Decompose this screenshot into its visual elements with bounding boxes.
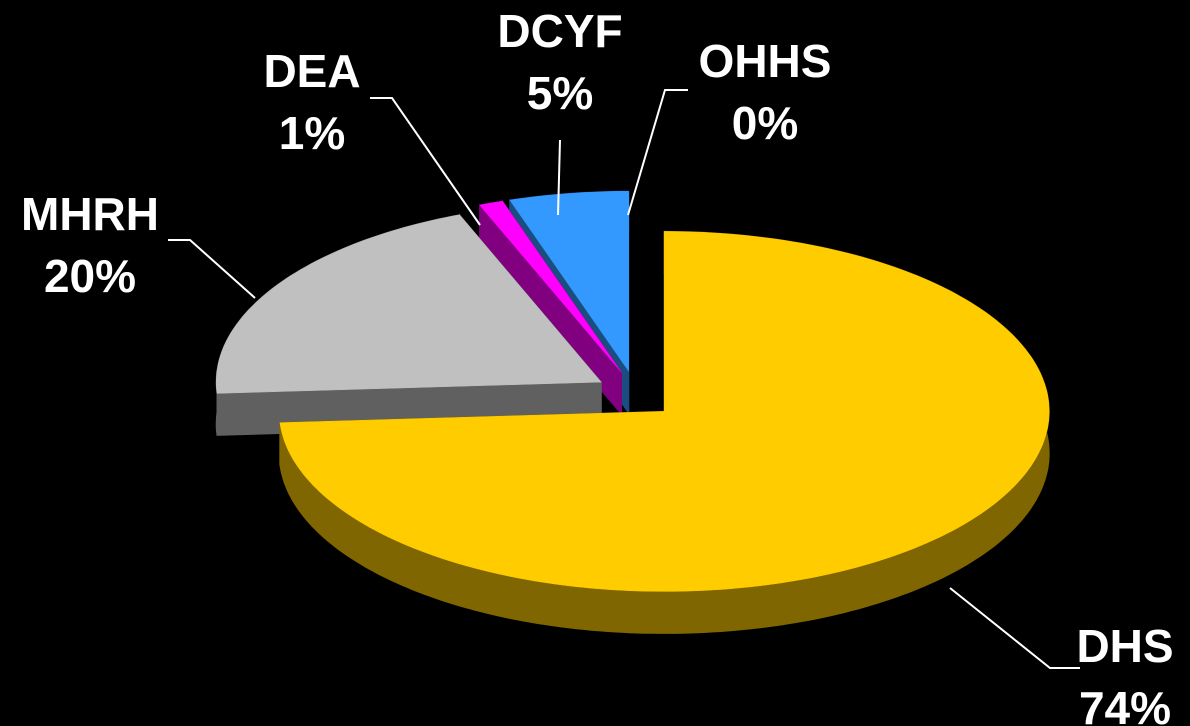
slice-value-label: 74% — [1079, 682, 1171, 726]
leader-line — [168, 239, 256, 299]
slice-label: DHS — [1076, 620, 1173, 672]
pie — [215, 190, 1050, 634]
slice-top — [479, 200, 622, 373]
leader-line — [627, 89, 688, 216]
slice-label: DCYF — [497, 5, 622, 57]
slice-top — [509, 191, 629, 373]
leader-line — [370, 97, 481, 226]
slice-top — [279, 231, 1050, 592]
slice-label: DEA — [263, 45, 360, 97]
labels: DHS 74% MHRH 20% DEA 1% DCYF 5% OHHS 0% — [21, 5, 1174, 726]
slice-label: MHRH — [21, 188, 159, 240]
slice-value-label: 20% — [44, 250, 136, 302]
slice-top — [215, 214, 602, 394]
slice-value-label: 0% — [732, 97, 798, 149]
slice-value-label: 1% — [279, 107, 345, 159]
leader-line — [949, 587, 1080, 669]
slice-value-label: 5% — [527, 67, 593, 119]
slice-label: OHHS — [699, 35, 832, 87]
pie-slice — [279, 230, 1050, 634]
leader-line — [557, 139, 561, 216]
